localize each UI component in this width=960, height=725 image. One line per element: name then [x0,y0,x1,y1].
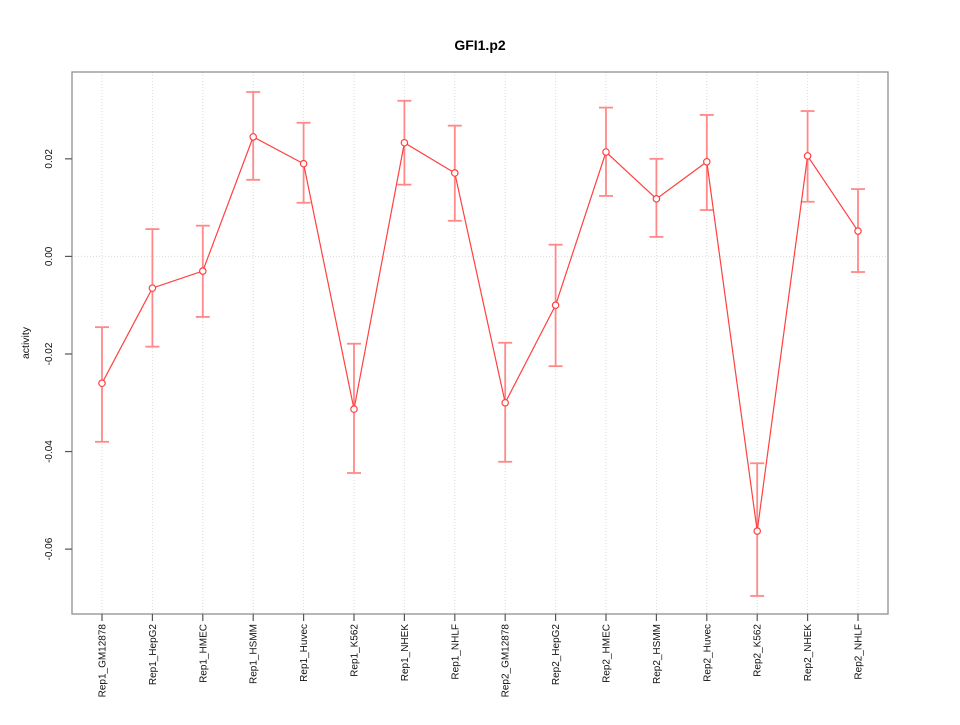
data-point [551,301,560,309]
data-point [753,527,762,535]
x-tick-label: Rep1_K562 [350,624,361,677]
series-line [101,136,859,532]
x-tick-label: Rep2_GM12878 [501,624,512,698]
x-tick-label: Rep2_NHEK [803,624,814,682]
data-point [652,195,661,203]
data-point [803,152,812,160]
x-tick-label: Rep1_HMEC [198,624,209,683]
x-tick-label: Rep1_HSMM [249,624,260,684]
x-tick-label: Rep2_NHLF [854,624,865,680]
data-point [199,267,207,275]
y-tick-label: -0.06 [44,537,55,560]
plot-border [71,71,889,615]
data-point [501,398,510,407]
y-axis-label: activity [20,326,32,360]
data-point [702,157,711,166]
x-tick-label: Rep1_NHLF [450,624,461,680]
data-point [400,138,409,147]
data-point [450,169,459,177]
x-tick-label: Rep1_NHEK [400,624,411,682]
y-tick-label: 0.02 [44,149,55,169]
data-point [350,405,358,413]
y-tick-label: -0.02 [44,342,55,365]
x-tick-label: Rep2_HSMM [652,624,663,684]
x-tick-label: Rep2_K562 [753,624,764,677]
x-tick-label: Rep2_HepG2 [551,624,562,686]
x-tick-label: Rep2_Huvec [702,624,713,682]
x-tick-label: Rep1_Huvec [299,624,310,682]
data-point [98,379,106,388]
data-point [299,159,308,168]
x-tick-label: Rep1_HepG2 [148,624,159,686]
data-point [854,227,862,235]
x-tick-label: Rep2_HMEC [602,624,613,683]
chart-title: GFI1.p2 [454,37,506,53]
y-tick-label: -0.04 [44,440,55,463]
x-tick-label: Rep1_GM12878 [98,624,109,698]
data-point [602,148,610,156]
data-point [249,133,258,141]
data-point [148,284,157,292]
y-tick-label: 0.00 [44,246,55,266]
